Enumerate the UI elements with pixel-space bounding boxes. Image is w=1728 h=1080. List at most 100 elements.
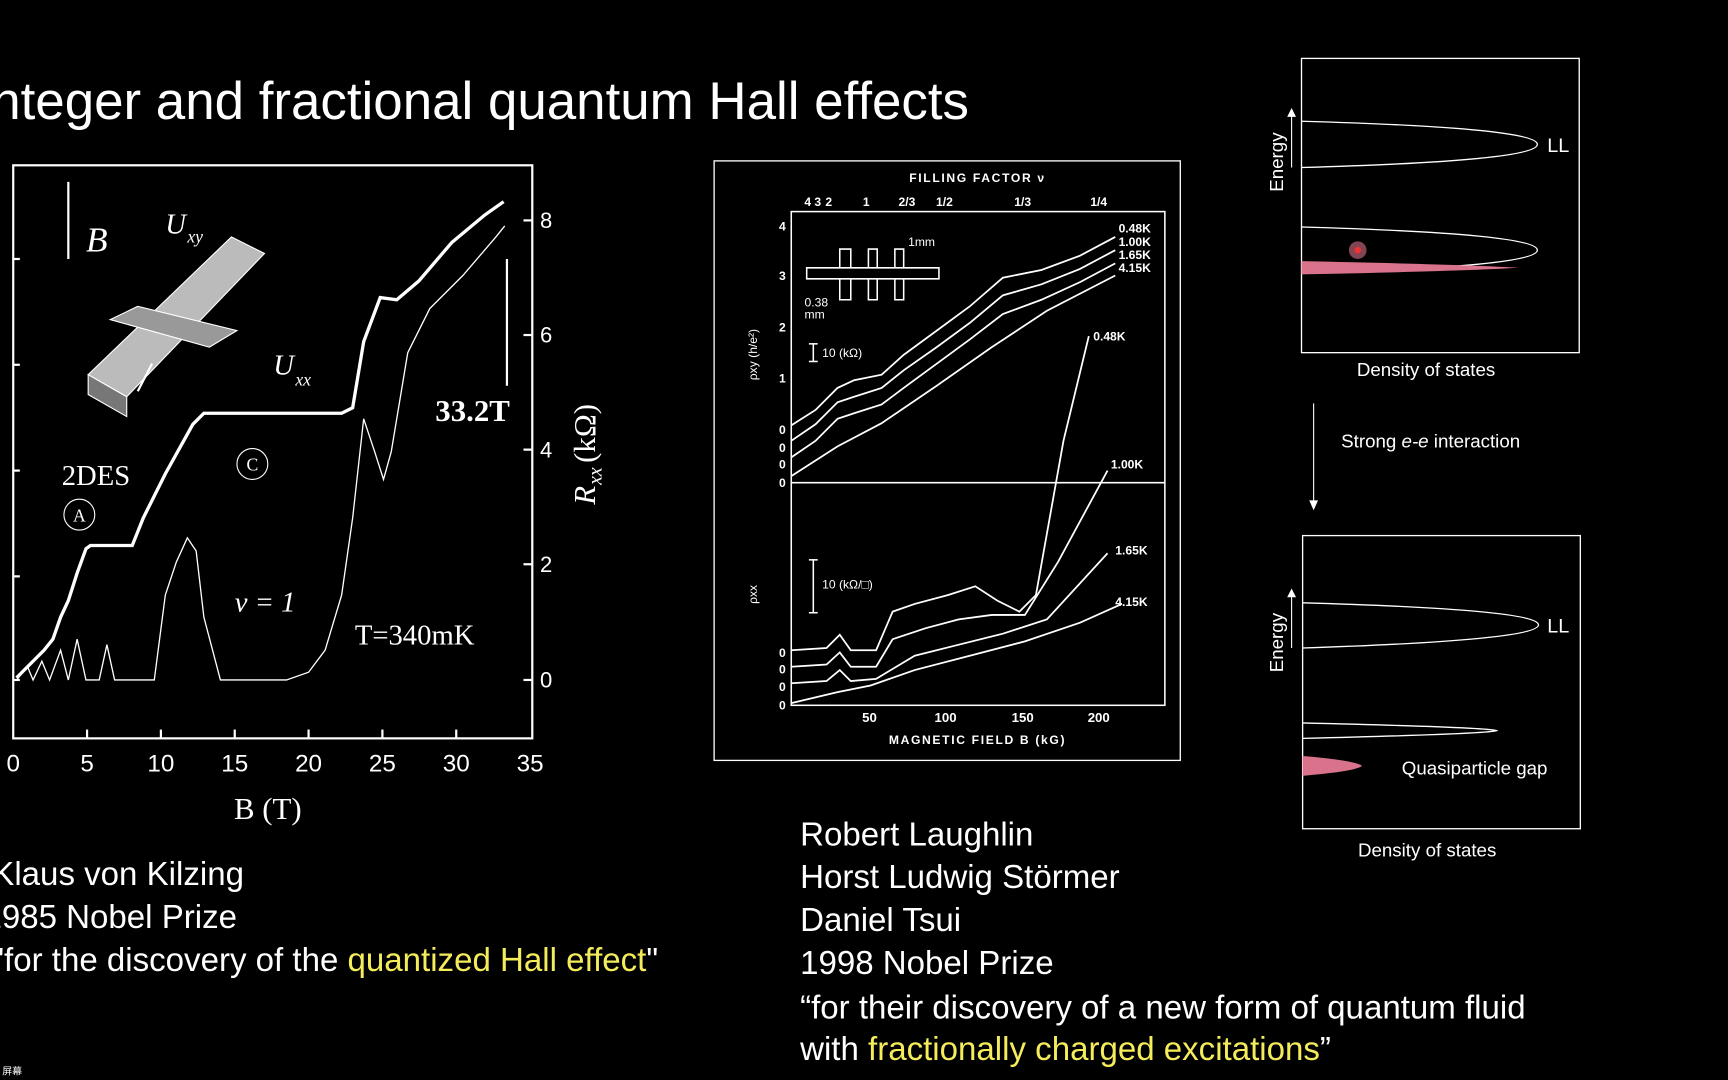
text: ”: [1320, 1031, 1331, 1068]
curve-label: 4.15K: [1115, 595, 1148, 609]
text: ": [646, 942, 658, 979]
rho-xx-curves: [791, 335, 1123, 704]
text: with: [799, 1031, 868, 1068]
figure-middle: FILLING FACTOR ν 4 3 2 1 2/3 1/2 1/3 1/4…: [713, 160, 1181, 762]
x-tick-label: 15: [221, 750, 248, 777]
top-tick-label: 4: [804, 195, 811, 209]
citation: “for their discovery of a new form of qu…: [800, 989, 1526, 1026]
text-left: Klaus von Kilzing 1985 Nobel Prize "for …: [0, 856, 658, 979]
annotation: ν = 1: [235, 587, 296, 619]
laureate: Robert Laughlin: [800, 816, 1033, 853]
annotation: 1mm: [908, 235, 935, 249]
x-axis-label: B (T): [234, 792, 302, 826]
laureate: Horst Ludwig Störmer: [800, 859, 1120, 896]
annotation: xx: [294, 370, 311, 390]
rho-xy-ticks: 4 3 2 1 0 0 0 0 0 0 0 0: [779, 219, 786, 712]
top-axis-label: FILLING FACTOR ν: [909, 171, 1046, 185]
text: interaction: [1429, 430, 1521, 451]
sample-sketch: [805, 248, 940, 614]
y-tick-label: 0: [779, 476, 786, 490]
slide-title: nteger and fractional quantum Hall effec…: [0, 72, 969, 131]
y-tick-label: 1: [779, 371, 786, 385]
y-tick-label: 3: [779, 269, 786, 283]
x-tick-label: 150: [1012, 710, 1034, 725]
x-tick-label: 200: [1088, 710, 1110, 725]
plot-frame: [790, 210, 1166, 707]
y-tick-label: 0: [540, 668, 552, 693]
figure-left: B U xy U xx 2DES A C 33.2T ν = 1 T=340mK…: [6, 164, 607, 826]
caption: Density of states: [1357, 359, 1495, 380]
y-tick-label: 0: [779, 699, 786, 713]
y-tick-label: 4: [779, 219, 786, 233]
y-tick-label: 4: [540, 437, 552, 462]
curve-label: 0.48K: [1093, 330, 1126, 344]
curve-label: 1.00K: [1111, 457, 1144, 471]
y-label-symbol: R: [568, 486, 602, 506]
x-tick-label: 5: [80, 750, 93, 777]
x-tick-label: 50: [862, 710, 877, 725]
axis-label: Energy: [1266, 132, 1287, 192]
annotation: 0.38: [804, 295, 828, 309]
arrowhead: [1287, 588, 1296, 598]
laureate: Daniel Tsui: [800, 902, 961, 939]
y-label-sub: xx: [585, 467, 607, 486]
temperature-labels: 0.48K 1.00K 1.65K 4.15K 0.48K 1.00K 1.65…: [1093, 222, 1151, 610]
axis-label: Energy: [1266, 612, 1287, 672]
y-tick-label: 2: [540, 552, 552, 577]
curve-label: 1.65K: [1119, 248, 1152, 262]
y-tick-label: 8: [540, 208, 552, 233]
y-axis-label: R xx (kΩ): [568, 404, 607, 506]
filled-states: [1301, 261, 1519, 275]
hall-curve: [15, 200, 505, 679]
annotation: B: [86, 220, 108, 259]
rho-xy-curves: [790, 236, 1116, 477]
transition-label: Strong e-e interaction: [1341, 430, 1520, 451]
x-tick-label: 10: [147, 750, 174, 777]
text: "for the discovery of the: [0, 942, 348, 979]
top-tick-label: 1/2: [936, 195, 953, 209]
plot-frame: [12, 164, 534, 740]
x-tick-label: 100: [935, 710, 957, 725]
citation: with fractionally charged excitations”: [799, 1031, 1331, 1068]
gap-label: Quasiparticle gap: [1402, 758, 1548, 779]
curve-label: 0.48K: [1119, 222, 1152, 236]
dos-box: [1301, 534, 1581, 830]
top-tick-label: 1/4: [1090, 195, 1107, 209]
highlight: fractionally charged excitations: [868, 1031, 1320, 1068]
corner-label: 屏幕: [2, 1064, 22, 1077]
curve-label: 1.65K: [1115, 543, 1148, 557]
text-middle: Robert Laughlin Horst Ludwig Störmer Dan…: [799, 816, 1526, 1068]
x-tick-label: 30: [443, 750, 470, 777]
ticks: [13, 219, 533, 739]
x-ticks: 0 5 10 15 20 25 30 35: [6, 750, 543, 777]
annotation: U: [165, 209, 188, 241]
y-tick-label: 0: [779, 646, 786, 660]
highlight: quantized Hall effect: [348, 942, 647, 979]
annotation: U: [273, 350, 296, 382]
annotation: T=340mK: [355, 620, 475, 652]
curve-label: 1.00K: [1119, 235, 1152, 249]
y-axis-label: ρxx: [746, 585, 760, 604]
prize: 1985 Nobel Prize: [0, 899, 237, 936]
level-shape: [1302, 722, 1499, 740]
x-tick-label: 20: [295, 750, 322, 777]
top-tick-label: 2: [825, 195, 832, 209]
level-label: LL: [1547, 135, 1569, 157]
level-shape: [1301, 120, 1539, 169]
text: e-e: [1402, 430, 1429, 451]
top-tick-label: 2/3: [899, 195, 916, 209]
figure-frame: [713, 160, 1181, 762]
laureate: Klaus von Kilzing: [0, 856, 244, 893]
x-axis-label: MAGNETIC FIELD B (kG): [889, 733, 1066, 747]
annotation: C: [246, 455, 258, 475]
arrowhead: [1309, 500, 1319, 511]
text: Strong: [1341, 430, 1401, 451]
annotation: 33.2T: [435, 394, 510, 428]
x-tick-label: 35: [517, 750, 544, 777]
top-tick-label: 1/3: [1014, 195, 1031, 209]
y-tick-label: 2: [779, 321, 786, 335]
y-tick-label: 0: [779, 680, 786, 694]
